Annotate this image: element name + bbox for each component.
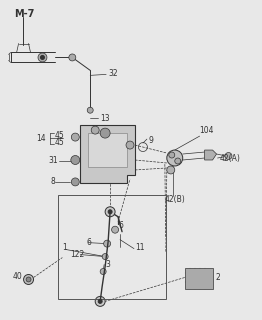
Circle shape <box>167 166 175 174</box>
Circle shape <box>71 156 80 164</box>
Text: 42(B): 42(B) <box>165 195 185 204</box>
Text: 31: 31 <box>48 156 58 165</box>
Text: 11: 11 <box>135 243 144 252</box>
Text: 3: 3 <box>105 260 110 269</box>
Bar <box>58 195 166 300</box>
Text: 6: 6 <box>86 238 91 247</box>
Text: 45: 45 <box>54 131 64 140</box>
Circle shape <box>104 240 111 247</box>
Text: 42(A): 42(A) <box>220 154 241 163</box>
Text: 32: 32 <box>108 69 118 78</box>
Circle shape <box>69 54 76 61</box>
Circle shape <box>100 268 106 275</box>
Bar <box>88 133 127 167</box>
Polygon shape <box>205 150 217 160</box>
Text: 14: 14 <box>36 133 46 143</box>
Circle shape <box>108 210 112 214</box>
Circle shape <box>98 300 102 303</box>
Text: 40: 40 <box>13 272 22 281</box>
Circle shape <box>26 277 31 282</box>
Circle shape <box>100 128 110 138</box>
Circle shape <box>175 158 181 164</box>
Circle shape <box>41 55 45 60</box>
Circle shape <box>105 207 115 217</box>
Polygon shape <box>80 125 135 183</box>
Circle shape <box>167 150 183 166</box>
Circle shape <box>91 126 99 134</box>
Text: 104: 104 <box>200 126 214 135</box>
Circle shape <box>102 253 108 260</box>
Text: 122: 122 <box>70 250 85 259</box>
Circle shape <box>112 226 119 233</box>
Circle shape <box>38 53 47 62</box>
Text: 6: 6 <box>118 221 123 230</box>
Text: 13: 13 <box>100 114 110 123</box>
Text: 9: 9 <box>149 136 154 145</box>
Text: 1: 1 <box>62 243 67 252</box>
Text: 8: 8 <box>50 177 55 187</box>
Circle shape <box>87 107 93 113</box>
Bar <box>185 268 212 289</box>
Circle shape <box>95 296 105 306</box>
Circle shape <box>169 152 175 158</box>
Circle shape <box>24 275 34 284</box>
Text: M-7: M-7 <box>15 9 35 19</box>
Circle shape <box>71 133 79 141</box>
Text: 45: 45 <box>54 138 64 147</box>
Circle shape <box>126 141 134 149</box>
Circle shape <box>71 178 79 186</box>
Text: 2: 2 <box>216 273 220 282</box>
Circle shape <box>225 153 232 159</box>
